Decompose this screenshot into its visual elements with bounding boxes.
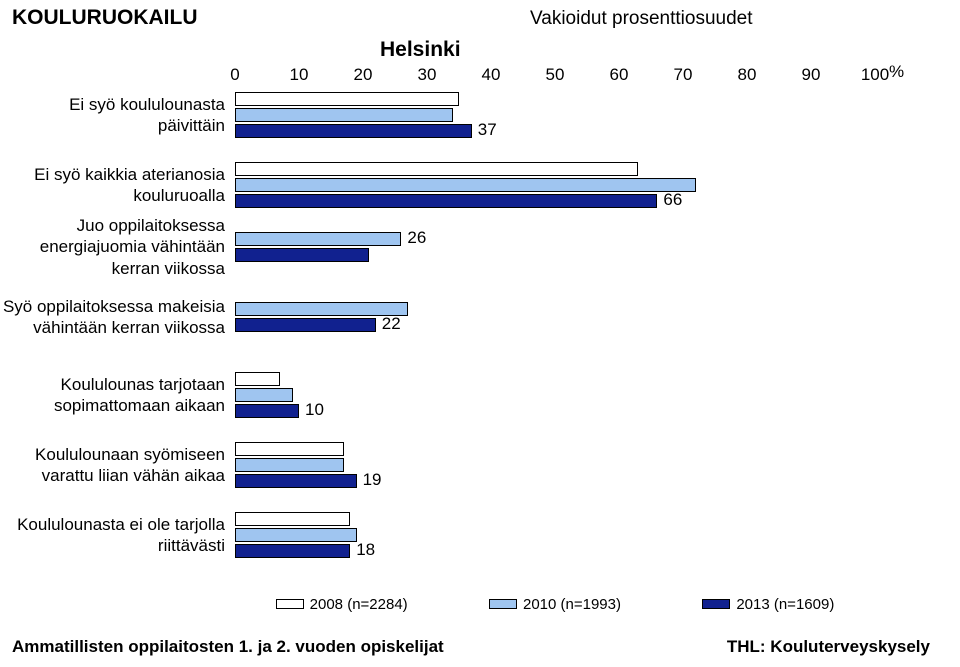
page-subtitle: Vakioidut prosenttiosuudet — [530, 8, 753, 30]
footer-right: THL: Kouluterveyskysely — [727, 637, 930, 657]
bar-value-label: 37 — [478, 123, 497, 137]
category-label: Koululounaan syömiseenvarattu liian vähä… — [0, 444, 225, 487]
bar — [235, 458, 344, 472]
x-tick-label: 100 — [861, 65, 889, 85]
bar-value-label: 26 — [407, 231, 426, 245]
x-tick-label: 40 — [482, 65, 501, 85]
chart-area: 0102030405060708090100 % 37662622101918 — [235, 68, 875, 588]
bar — [235, 162, 638, 176]
bar-group: 66 — [235, 162, 875, 210]
bar — [235, 108, 453, 122]
bar — [235, 544, 350, 558]
x-tick-label: 90 — [802, 65, 821, 85]
percent-symbol: % — [889, 62, 904, 82]
bar — [235, 178, 696, 192]
legend-item: 2013 (n=1609) — [702, 594, 834, 614]
bar — [235, 232, 401, 246]
x-tick-label: 20 — [354, 65, 373, 85]
x-tick-label: 10 — [290, 65, 309, 85]
legend-label: 2010 (n=1993) — [523, 596, 621, 613]
category-label: Juo oppilaitoksessaenergiajuomia vähintä… — [0, 215, 225, 279]
page-title: KOULURUOKAILU — [12, 6, 197, 30]
bar-value-label: 18 — [356, 543, 375, 557]
city-label: Helsinki — [380, 38, 461, 62]
bar-value-label: 66 — [663, 193, 682, 207]
bar — [235, 124, 472, 138]
bar — [235, 388, 293, 402]
legend-swatch — [702, 599, 730, 609]
bars-container: 37 66 26 22 10 19 18 — [235, 92, 875, 588]
page: KOULURUOKAILU Vakioidut prosenttiosuudet… — [0, 0, 960, 667]
x-tick-label: 50 — [546, 65, 565, 85]
legend-label: 2013 (n=1609) — [736, 596, 834, 613]
bar-group: 26 — [235, 232, 875, 280]
x-tick-label: 60 — [610, 65, 629, 85]
category-label: Syö oppilaitoksessa makeisiavähintään ke… — [0, 296, 225, 339]
x-tick-label: 70 — [674, 65, 693, 85]
category-label: Ei syö koululounastapäivittäin — [0, 94, 225, 137]
legend-item: 2008 (n=2284) — [276, 594, 408, 614]
category-label: Koululounasta ei ole tarjollariittävästi — [0, 514, 225, 557]
bar-group: 19 — [235, 442, 875, 490]
bar — [235, 318, 376, 332]
bar-group: 22 — [235, 302, 875, 350]
bar-group: 18 — [235, 512, 875, 560]
bar — [235, 194, 657, 208]
x-tick-label: 0 — [230, 65, 239, 85]
category-label: Koululounas tarjotaansopimattomaan aikaa… — [0, 374, 225, 417]
bar-value-label: 22 — [382, 317, 401, 331]
x-tick-label: 80 — [738, 65, 757, 85]
legend-swatch — [489, 599, 517, 609]
legend: 2008 (n=2284) 2010 (n=1993) 2013 (n=1609) — [235, 594, 875, 614]
footer-left: Ammatillisten oppilaitosten 1. ja 2. vuo… — [12, 637, 444, 657]
legend-item: 2010 (n=1993) — [489, 594, 621, 614]
legend-label: 2008 (n=2284) — [310, 596, 408, 613]
legend-swatch — [276, 599, 304, 609]
bar-group: 37 — [235, 92, 875, 140]
bar — [235, 404, 299, 418]
bar — [235, 372, 280, 386]
bar-group: 10 — [235, 372, 875, 420]
bar-value-label: 19 — [363, 473, 382, 487]
bar-value-label: 10 — [305, 403, 324, 417]
bar — [235, 92, 459, 106]
bar — [235, 248, 369, 262]
category-label: Ei syö kaikkia aterianosiakouluruoalla — [0, 164, 225, 207]
bar — [235, 512, 350, 526]
bar — [235, 528, 357, 542]
x-tick-label: 30 — [418, 65, 437, 85]
bar — [235, 474, 357, 488]
bar — [235, 442, 344, 456]
